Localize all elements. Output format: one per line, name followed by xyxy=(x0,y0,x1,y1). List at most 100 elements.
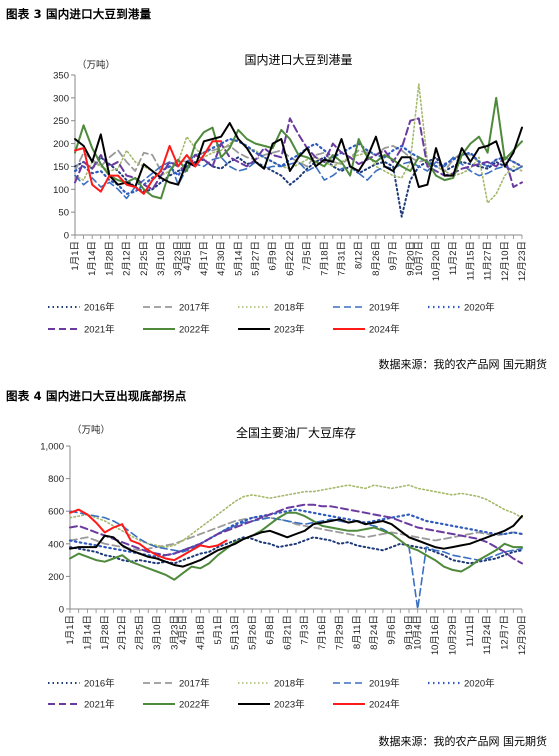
y-tick-label: 600 xyxy=(48,507,64,518)
x-tick-label: 4月5日 xyxy=(182,241,193,271)
x-tick-label: 4月18日 xyxy=(195,615,206,650)
series-line-2018年 xyxy=(74,83,523,204)
y-tick-label: 250 xyxy=(53,116,69,127)
x-tick-label: 11月2日 xyxy=(448,241,459,275)
figure-4-source: 数据来源：我的农产品网 国元期货 xyxy=(378,735,548,748)
legend-label: 2024年 xyxy=(369,699,400,711)
legend-item: 2018年 xyxy=(238,302,305,314)
chart-title: 国内进口大豆到港量 xyxy=(244,53,352,67)
x-tick-label: 10月29日 xyxy=(447,615,458,655)
x-tick-label: 12月10日 xyxy=(500,241,511,281)
x-tick-label: 1月14日 xyxy=(82,615,93,650)
figure-3-label: 图表 3 国内进口大豆到港量 xyxy=(6,7,152,21)
x-tick-label: 5月26日 xyxy=(248,615,259,650)
x-tick-label: 7月31日 xyxy=(336,241,347,276)
x-tick-label: 5月13日 xyxy=(230,615,241,650)
x-tick-label: 2月12日 xyxy=(117,615,128,650)
series-line-2024年 xyxy=(74,140,223,195)
x-tick-label: 3月10日 xyxy=(152,615,163,650)
series-line-2023年 xyxy=(74,122,523,188)
x-tick-label: 10月16日 xyxy=(430,615,441,655)
legend-label: 2019年 xyxy=(369,678,400,690)
y-tick-label: 300 xyxy=(53,93,69,104)
y-tick-label: 0 xyxy=(64,231,69,242)
series-line-2022年 xyxy=(74,96,523,200)
legend-item: 2022年 xyxy=(143,324,210,336)
series-line-2018年 xyxy=(69,484,523,548)
x-tick-label: 12月7日 xyxy=(500,615,511,650)
y-tick-label: 200 xyxy=(48,572,64,583)
legend-label: 2018年 xyxy=(274,678,305,690)
legend-item: 2021年 xyxy=(48,324,115,336)
x-tick-label: 7月16日 xyxy=(317,615,328,650)
x-tick-label: 6月21日 xyxy=(282,615,293,650)
x-tick-label: 10月4日 xyxy=(413,615,424,650)
legend-label: 2023年 xyxy=(274,699,305,711)
x-tick-label: 3月23日 xyxy=(169,615,180,650)
legend-label: 2019年 xyxy=(369,302,400,314)
arrival-volume-chart: 国内进口大豆到港量 （万吨） 0 50 100 150 200 250 300 350 1月1日 1月… xyxy=(48,53,528,336)
legend-item: 2023年 xyxy=(238,699,305,711)
x-tick-label: 11月27日 xyxy=(483,241,494,280)
x-tick-label: 2月12日 xyxy=(122,241,133,276)
legend-item: 2020年 xyxy=(428,678,495,690)
series-line-2019年 xyxy=(69,510,523,610)
x-tick-label: 2月25日 xyxy=(139,241,150,276)
x-tick-label: 11月24日 xyxy=(482,615,493,654)
legend-label: 2020年 xyxy=(464,302,495,314)
x-tick-label: 1月14日 xyxy=(87,241,98,276)
legend-label: 2017年 xyxy=(179,678,210,690)
x-tick-label: 4月30日 xyxy=(216,241,227,276)
series-line-2020年 xyxy=(68,508,524,558)
x-tick-label: 7月18日 xyxy=(319,241,330,276)
legend-item: 2016年 xyxy=(48,302,115,314)
legend-item: 2022年 xyxy=(143,699,210,711)
y-tick-label: 400 xyxy=(48,539,64,550)
y-tick-label: 0 xyxy=(59,605,64,616)
x-tick-label: 5月27日 xyxy=(251,241,262,276)
x-tick-label: 9月6日 xyxy=(387,615,398,645)
x-tick-label: 10月7日 xyxy=(414,241,425,276)
series-line-2021年 xyxy=(69,503,523,565)
y-tick-label: 50 xyxy=(58,208,69,219)
x-tick-label: 7月29日 xyxy=(334,615,345,650)
x-tick-label: 12月23日 xyxy=(517,241,528,281)
series-line-2019年 xyxy=(74,156,523,200)
legend-label: 2017年 xyxy=(179,302,210,314)
chart-title: 全国主要油厂大豆库存 xyxy=(236,425,356,440)
series-line-2022年 xyxy=(69,511,523,581)
legend-label: 2016年 xyxy=(84,678,115,690)
x-tick-label: 5月1日 xyxy=(213,615,224,645)
legend-label: 2024年 xyxy=(369,324,400,336)
legend-label: 2016年 xyxy=(84,302,115,314)
x-tick-label: 11月15日 xyxy=(465,241,476,280)
y-tick-label: 150 xyxy=(53,162,69,173)
x-tick-label: 2月25日 xyxy=(135,615,146,650)
x-tick-label: 6月9日 xyxy=(268,241,279,271)
legend-label: 2021年 xyxy=(84,699,115,711)
x-tick-label: 8月26日 xyxy=(371,241,382,276)
series-line-2024年 xyxy=(69,508,228,562)
y-tick-label: 200 xyxy=(53,139,69,150)
series-line-2016年 xyxy=(69,536,523,565)
x-tick-label: 6月8日 xyxy=(265,615,276,645)
x-tick-label: 8/12日 xyxy=(354,241,365,269)
y-tick-label: 800 xyxy=(48,474,64,485)
y-tick-label: 100 xyxy=(53,185,69,196)
x-tick-label: 3月10日 xyxy=(156,241,167,276)
legend-item: 2019年 xyxy=(333,302,400,314)
series-line-2023年 xyxy=(69,515,523,568)
x-tick-label: 9月7日 xyxy=(388,241,399,271)
x-tick-label: 8月24日 xyxy=(369,615,380,650)
legend-label: 2021年 xyxy=(84,324,115,336)
y-axis-unit: （万吨） xyxy=(77,59,115,71)
x-tick-label: 3月23日 xyxy=(173,241,184,276)
legend-item: 2020年 xyxy=(428,302,495,314)
x-tick-label: 4月17日 xyxy=(199,241,210,276)
x-tick-label: 1月1日 xyxy=(65,615,76,645)
x-tick-label: 1月28日 xyxy=(100,615,111,650)
x-tick-label: 4月5日 xyxy=(178,615,189,645)
x-tick-label: 6月22日 xyxy=(285,241,296,276)
legend-label: 2023年 xyxy=(274,324,305,336)
legend-label: 2018年 xyxy=(274,302,305,314)
